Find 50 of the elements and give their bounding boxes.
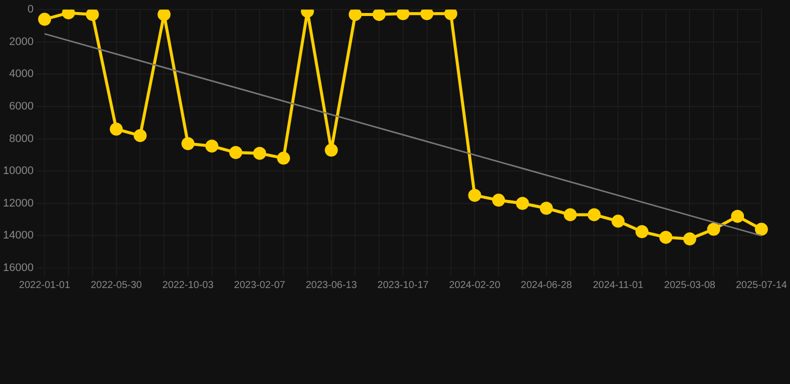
y-tick-label: 4000 xyxy=(9,68,34,80)
y-tick-label: 8000 xyxy=(9,132,34,145)
point xyxy=(324,144,338,157)
point xyxy=(158,10,171,21)
point xyxy=(348,10,362,21)
y-tick-label: 14000 xyxy=(2,230,34,242)
point xyxy=(62,10,75,20)
x-tick-label: 2025-03-08 xyxy=(664,280,716,291)
x-tick-label: 2022-01-01 xyxy=(19,280,71,291)
point xyxy=(468,188,482,202)
point xyxy=(110,122,123,136)
point xyxy=(564,208,577,222)
point xyxy=(134,129,147,142)
point xyxy=(444,10,458,20)
x-tick-label: 2023-10-17 xyxy=(377,280,430,291)
x-tick-label: 2024-11-01 xyxy=(592,280,644,291)
point xyxy=(683,232,696,246)
point xyxy=(707,222,720,236)
point xyxy=(731,210,744,223)
point xyxy=(516,196,529,210)
point xyxy=(205,140,218,153)
point xyxy=(277,152,290,165)
point xyxy=(372,10,386,21)
point xyxy=(612,214,625,228)
point xyxy=(588,208,601,222)
x-tick-label: 2024-06-28 xyxy=(520,280,572,291)
point xyxy=(229,146,242,160)
x-tick-label: 2023-02-07 xyxy=(234,280,286,291)
y-tick-label: 0 xyxy=(27,4,34,16)
point xyxy=(396,10,410,20)
x-tick-label: 2022-10-03 xyxy=(162,280,214,291)
point xyxy=(635,225,648,238)
point xyxy=(181,137,194,150)
point xyxy=(86,10,99,21)
x-tick-label: 2023-06-13 xyxy=(306,280,358,291)
y-tick-label: 10000 xyxy=(2,165,34,178)
point xyxy=(540,202,553,215)
point xyxy=(492,194,506,207)
y-tick-label: 6000 xyxy=(9,100,34,113)
y-tick-label: 12000 xyxy=(2,197,34,210)
point xyxy=(253,146,266,160)
y-tick-label: 2000 xyxy=(9,36,34,48)
point xyxy=(38,12,52,26)
y-tick-label: 16000 xyxy=(2,262,34,274)
point xyxy=(659,230,672,244)
x-tick-label: 2022-05-30 xyxy=(90,280,142,291)
x-tick-label: 2024-02-20 xyxy=(449,280,501,291)
point xyxy=(420,10,434,20)
x-tick-label: 2025-07-14 xyxy=(736,280,788,291)
point xyxy=(754,222,768,236)
